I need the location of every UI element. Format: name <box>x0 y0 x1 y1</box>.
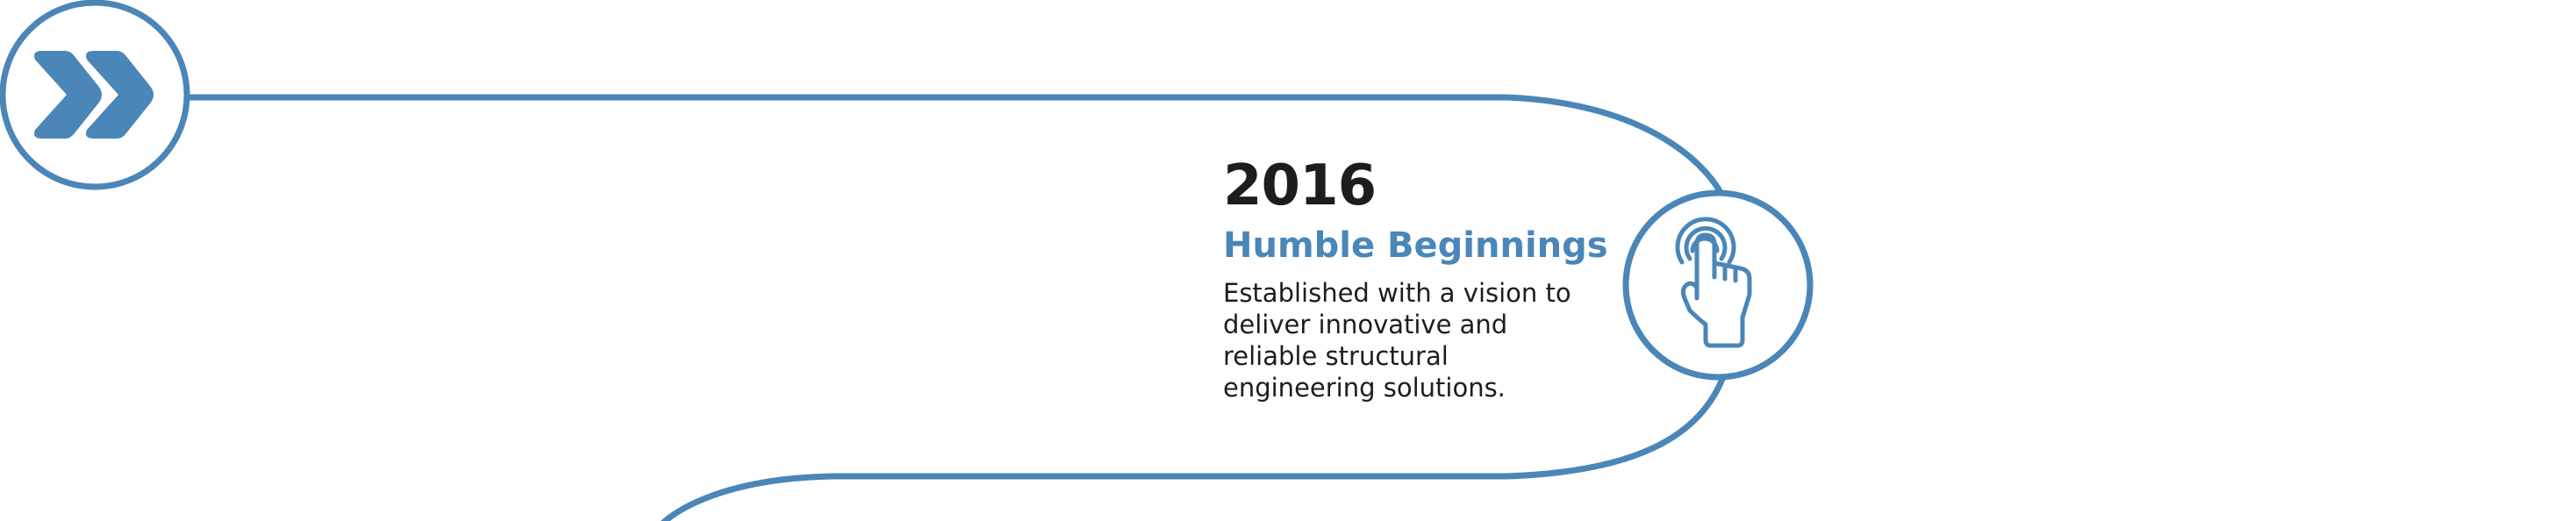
tap-hand-icon <box>1675 217 1752 348</box>
double-chevron-right-icon <box>34 51 154 139</box>
chevron-right-icon <box>34 51 102 139</box>
milestone-year: 2016 <box>1223 153 1377 218</box>
milestone-text-block: 2016 Humble Beginnings Established with … <box>1223 158 1609 403</box>
chevron-right-icon <box>86 51 154 139</box>
timeline-path <box>184 94 1728 521</box>
milestone-title: Humble Beginnings <box>1223 225 1608 266</box>
milestone-marker <box>1622 189 1814 381</box>
milestone-marker-circle <box>1622 189 1814 381</box>
start-marker <box>0 0 190 190</box>
milestone-description: Established with a vision to deliver inn… <box>1223 278 1571 403</box>
